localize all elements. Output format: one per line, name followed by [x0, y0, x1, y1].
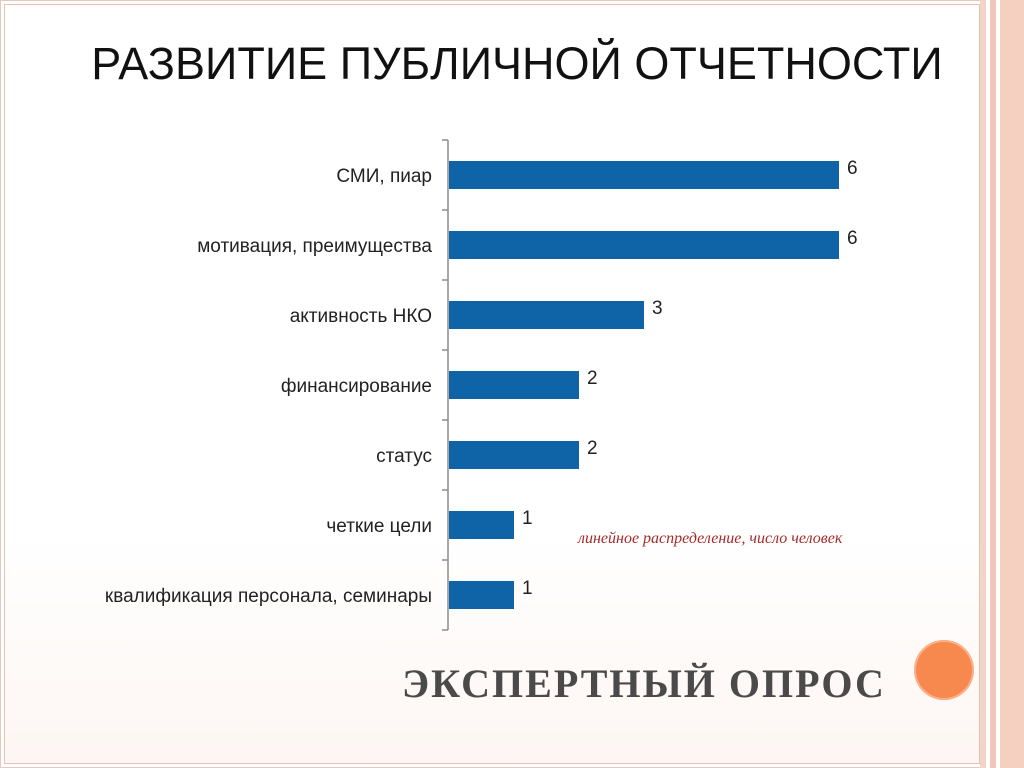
data-label: 3	[652, 298, 663, 319]
bar	[449, 581, 514, 609]
category-label: четкие цели	[326, 516, 432, 537]
category-label: мотивация, преимущества	[197, 236, 432, 257]
bar	[449, 441, 579, 469]
decorative-stripe	[990, 0, 996, 768]
category-label: статус	[376, 446, 432, 467]
bar	[449, 161, 839, 189]
data-label: 6	[847, 158, 858, 179]
bar	[449, 511, 514, 539]
bar	[449, 301, 644, 329]
bar	[449, 371, 579, 399]
data-label: 2	[587, 368, 598, 389]
category-label: финансирование	[281, 376, 432, 397]
category-label: СМИ, пиар	[336, 166, 432, 187]
decorative-stripe	[986, 0, 990, 768]
category-label: квалификация персонала, семинары	[105, 586, 432, 607]
slide-title: РАЗВИТИЕ ПУБЛИЧНОЙ ОТЧЕТНОСТИ	[91, 38, 943, 89]
data-label: 1	[522, 578, 533, 599]
bar	[449, 231, 839, 259]
category-label: активность НКО	[290, 306, 432, 327]
data-label: 1	[522, 508, 533, 529]
decorative-stripe	[980, 0, 986, 768]
slide-inner-border	[4, 4, 980, 764]
chart-note: линейное распределение, число человек	[578, 530, 843, 547]
slide-footer-title: ЭКСПЕРТНЫЙ ОПРОС	[402, 661, 886, 706]
data-label: 6	[847, 228, 858, 249]
data-label: 2	[587, 438, 598, 459]
decorative-stripe	[996, 0, 1000, 768]
decorative-stripe	[1000, 0, 1024, 768]
decorative-circle	[914, 640, 974, 700]
